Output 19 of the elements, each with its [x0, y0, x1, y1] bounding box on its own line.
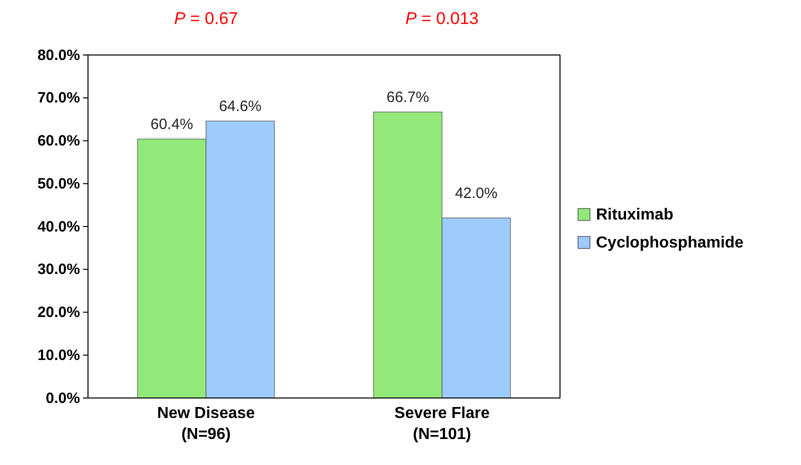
data-label: 42.0%: [454, 184, 498, 202]
data-label: 64.6%: [218, 98, 262, 116]
y-tick-label: 40.0%: [37, 218, 80, 236]
y-tick-label: 30.0%: [37, 261, 80, 278]
text: P = 0.013: [405, 9, 479, 28]
y-tick-label: 20.0%: [37, 304, 80, 322]
y-tick-label: 10.0%: [37, 346, 80, 364]
y-tick-label: 50.0%: [37, 175, 80, 192]
x-tick-label: New Disease (N=96): [157, 405, 256, 443]
y-tick-label: 0.0%: [46, 390, 80, 407]
data-label: 66.7%: [386, 89, 430, 106]
legend-label: Rituximab: [596, 206, 674, 224]
y-tick-label: 80.0%: [37, 46, 80, 64]
legend-label: Cyclophosphamide: [596, 234, 744, 252]
y-tick-label: 60.0%: [37, 132, 80, 150]
data-label: 60.4%: [150, 116, 194, 134]
y-tick-label: 70.0%: [37, 90, 80, 107]
text: P = 0.67: [174, 9, 238, 28]
x-tick-label: Severe Flare (N=101): [394, 405, 490, 443]
